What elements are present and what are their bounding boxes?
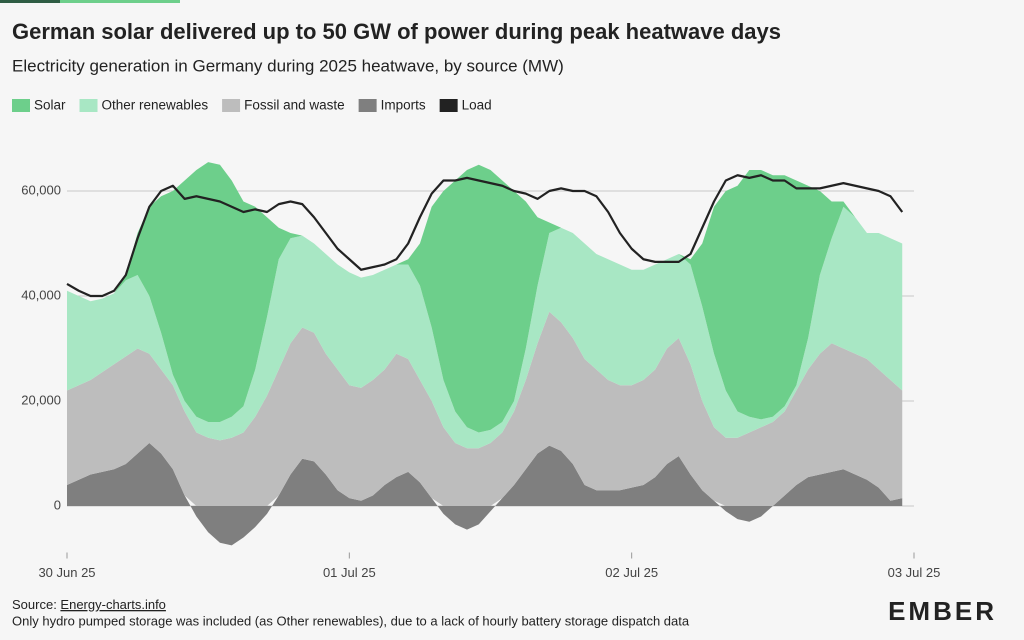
note: Only hydro pumped storage was included (… bbox=[12, 613, 690, 628]
chart-subtitle: Electricity generation in Germany during… bbox=[12, 56, 564, 75]
x-tick-label: 03 Jul 25 bbox=[888, 565, 941, 580]
legend-swatch bbox=[439, 99, 458, 112]
accent-bar bbox=[60, 0, 180, 3]
x-tick-label: 02 Jul 25 bbox=[605, 565, 658, 580]
chart-title: German solar delivered up to 50 GW of po… bbox=[12, 19, 781, 44]
area bbox=[67, 311, 903, 506]
legend-swatch bbox=[358, 99, 377, 112]
load-line bbox=[66, 174, 904, 298]
accent-bar bbox=[0, 0, 60, 3]
legend-swatch bbox=[222, 99, 241, 112]
legend-label: Other renewables bbox=[102, 98, 209, 113]
legend-swatch bbox=[12, 99, 30, 112]
x-tick-label: 30 Jun 25 bbox=[38, 565, 95, 580]
legend: Solar Other renewables Fossil and waste Imp… bbox=[12, 98, 492, 113]
logo: EMBER bbox=[888, 596, 997, 626]
x-tick-label: 01 Jul 25 bbox=[323, 565, 376, 580]
source-label: Source: bbox=[12, 597, 60, 612]
y-tick-label: 40,000 bbox=[21, 287, 61, 302]
source-link[interactable]: Energy-charts.info bbox=[60, 597, 166, 612]
legend-swatch bbox=[79, 99, 98, 112]
legend-label: Fossil and waste bbox=[244, 98, 345, 113]
plot: 0 20,000 40,000 60,000 30 Jun 25 01 Jul 25 02 … bbox=[21, 162, 940, 580]
area bbox=[67, 443, 903, 546]
source: Source: Energy-charts.info bbox=[12, 597, 166, 612]
legend-label: Imports bbox=[381, 98, 426, 113]
y-tick-label: 0 bbox=[54, 497, 61, 512]
area bbox=[67, 162, 903, 433]
y-tick-label: 60,000 bbox=[21, 182, 61, 197]
legend-label: Load bbox=[462, 98, 492, 113]
legend-label: Solar bbox=[34, 98, 66, 113]
y-tick-label: 20,000 bbox=[21, 392, 61, 407]
